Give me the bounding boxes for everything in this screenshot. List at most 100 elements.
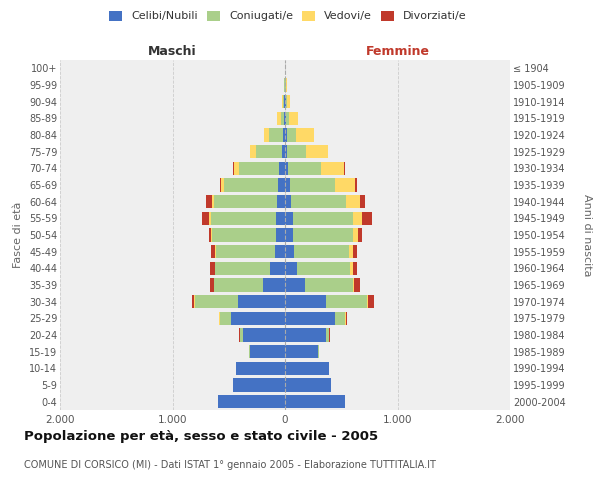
Bar bbox=[296, 128, 314, 141]
Bar bbox=[285, 145, 287, 158]
Bar bbox=[263, 128, 269, 141]
Bar bbox=[293, 228, 353, 241]
Bar bbox=[287, 95, 290, 108]
Bar bbox=[285, 262, 298, 275]
Bar bbox=[291, 195, 346, 208]
Bar bbox=[285, 395, 344, 408]
Bar bbox=[218, 395, 285, 408]
Bar bbox=[346, 195, 360, 208]
Bar bbox=[285, 312, 335, 325]
Bar bbox=[285, 278, 305, 291]
Bar bbox=[212, 228, 276, 241]
Bar bbox=[285, 362, 329, 375]
Bar bbox=[321, 162, 343, 175]
Bar bbox=[211, 228, 212, 241]
Y-axis label: Fasce di età: Fasce di età bbox=[13, 202, 23, 268]
Bar bbox=[285, 378, 331, 392]
Bar bbox=[285, 195, 291, 208]
Bar bbox=[285, 245, 294, 258]
Bar bbox=[238, 295, 285, 308]
Bar bbox=[214, 278, 263, 291]
Bar bbox=[354, 278, 360, 291]
Bar bbox=[285, 295, 325, 308]
Bar bbox=[214, 195, 277, 208]
Bar bbox=[240, 328, 244, 342]
Bar bbox=[285, 162, 289, 175]
Bar bbox=[276, 228, 285, 241]
Bar bbox=[215, 262, 271, 275]
Bar bbox=[353, 278, 354, 291]
Bar bbox=[285, 178, 290, 192]
Text: COMUNE DI CORSICO (MI) - Dati ISTAT 1° gennaio 2005 - Elaborazione TUTTITALIA.IT: COMUNE DI CORSICO (MI) - Dati ISTAT 1° g… bbox=[24, 460, 436, 470]
Bar bbox=[325, 295, 367, 308]
Bar bbox=[353, 245, 357, 258]
Bar bbox=[239, 162, 280, 175]
Bar bbox=[289, 162, 321, 175]
Bar bbox=[206, 195, 212, 208]
Bar bbox=[283, 95, 284, 108]
Bar bbox=[293, 212, 353, 225]
Bar bbox=[235, 362, 285, 375]
Bar bbox=[317, 345, 319, 358]
Bar bbox=[210, 278, 214, 291]
Bar bbox=[287, 128, 296, 141]
Bar bbox=[233, 162, 235, 175]
Bar bbox=[235, 162, 239, 175]
Bar bbox=[244, 328, 285, 342]
Bar bbox=[285, 328, 325, 342]
Text: Popolazione per età, sesso e stato civile - 2005: Popolazione per età, sesso e stato civil… bbox=[24, 430, 378, 443]
Bar bbox=[298, 262, 350, 275]
Text: Femmine: Femmine bbox=[365, 44, 430, 58]
Bar bbox=[263, 278, 285, 291]
Bar bbox=[361, 212, 371, 225]
Bar bbox=[287, 145, 307, 158]
Bar bbox=[192, 295, 194, 308]
Bar bbox=[294, 245, 349, 258]
Bar bbox=[220, 178, 221, 192]
Bar bbox=[281, 112, 284, 125]
Bar bbox=[368, 295, 374, 308]
Bar bbox=[286, 95, 287, 108]
Bar bbox=[286, 78, 287, 92]
Bar bbox=[209, 228, 211, 241]
Bar bbox=[305, 278, 353, 291]
Bar bbox=[290, 178, 335, 192]
Bar bbox=[220, 312, 231, 325]
Bar bbox=[217, 245, 275, 258]
Bar bbox=[289, 112, 298, 125]
Bar bbox=[283, 128, 285, 141]
Bar bbox=[285, 212, 293, 225]
Bar bbox=[256, 145, 281, 158]
Bar bbox=[212, 195, 214, 208]
Bar bbox=[195, 295, 238, 308]
Bar bbox=[231, 312, 285, 325]
Bar bbox=[281, 95, 283, 108]
Bar bbox=[345, 312, 346, 325]
Bar bbox=[325, 328, 329, 342]
Y-axis label: Anni di nascita: Anni di nascita bbox=[583, 194, 592, 276]
Bar bbox=[353, 212, 361, 225]
Bar bbox=[358, 228, 361, 241]
Bar bbox=[209, 212, 211, 225]
Bar bbox=[284, 112, 285, 125]
Bar bbox=[350, 262, 353, 275]
Bar bbox=[285, 345, 317, 358]
Bar bbox=[353, 228, 358, 241]
Bar bbox=[280, 162, 285, 175]
Legend: Celibi/Nubili, Coniugati/e, Vedovi/e, Divorziati/e: Celibi/Nubili, Coniugati/e, Vedovi/e, Di… bbox=[109, 10, 467, 22]
Bar bbox=[275, 245, 285, 258]
Bar bbox=[215, 245, 217, 258]
Bar bbox=[367, 295, 368, 308]
Bar bbox=[285, 128, 287, 141]
Bar bbox=[285, 228, 293, 241]
Bar bbox=[335, 178, 355, 192]
Bar bbox=[355, 178, 357, 192]
Bar bbox=[224, 178, 278, 192]
Text: Maschi: Maschi bbox=[148, 44, 197, 58]
Bar bbox=[307, 145, 328, 158]
Bar bbox=[202, 212, 209, 225]
Bar bbox=[360, 195, 365, 208]
Bar bbox=[335, 312, 345, 325]
Bar bbox=[277, 195, 285, 208]
Bar bbox=[210, 262, 215, 275]
